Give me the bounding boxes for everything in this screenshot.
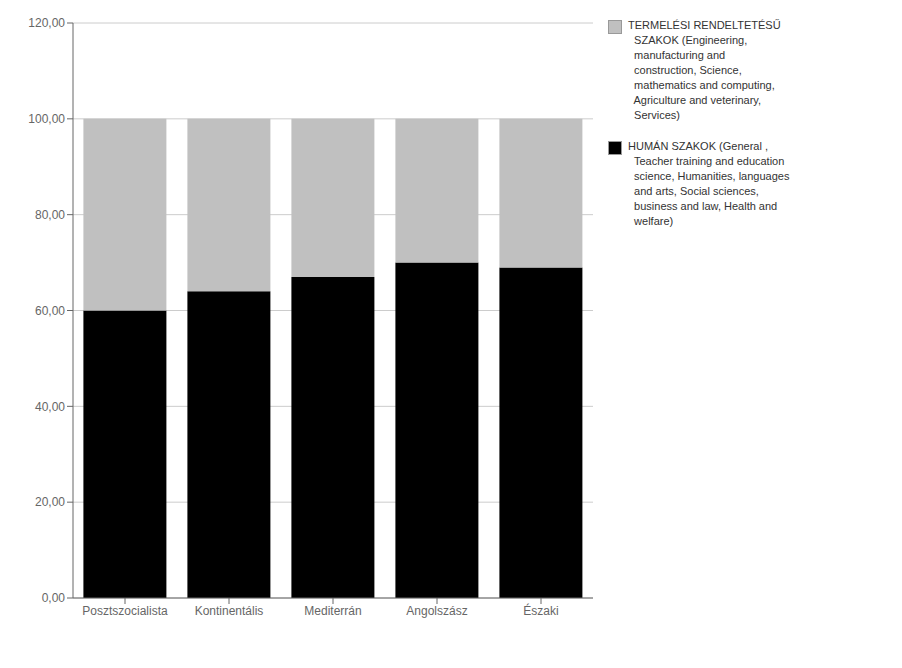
html-text:TERMELÉSI RENDELTETÉSŰ SZAKOK: TERMELÉSI RENDELTETÉSŰ SZAKOK (Engineeri… xyxy=(628,19,781,121)
svg-text:40,00: 40,00 xyxy=(35,400,65,414)
svg-text:80,00: 80,00 xyxy=(35,208,65,222)
svg-text:120,00: 120,00 xyxy=(28,16,65,30)
svg-text:Mediterrán: Mediterrán xyxy=(304,604,361,618)
svg-text:60,00: 60,00 xyxy=(35,304,65,318)
svg-text:0,00: 0,00 xyxy=(42,591,66,605)
html-text:HUMÁN SZAKOK (General , Teache: HUMÁN SZAKOK (General , Teacher training… xyxy=(628,140,790,227)
svg-text:20,00: 20,00 xyxy=(35,495,65,509)
svg-text:Északi: Északi xyxy=(523,603,558,618)
svg-text:Angolszász: Angolszász xyxy=(406,604,467,618)
svg-text:100,00: 100,00 xyxy=(28,112,65,126)
svg-text:Kontinentális: Kontinentális xyxy=(195,604,264,618)
svg-text:Posztszocialista: Posztszocialista xyxy=(82,604,168,618)
